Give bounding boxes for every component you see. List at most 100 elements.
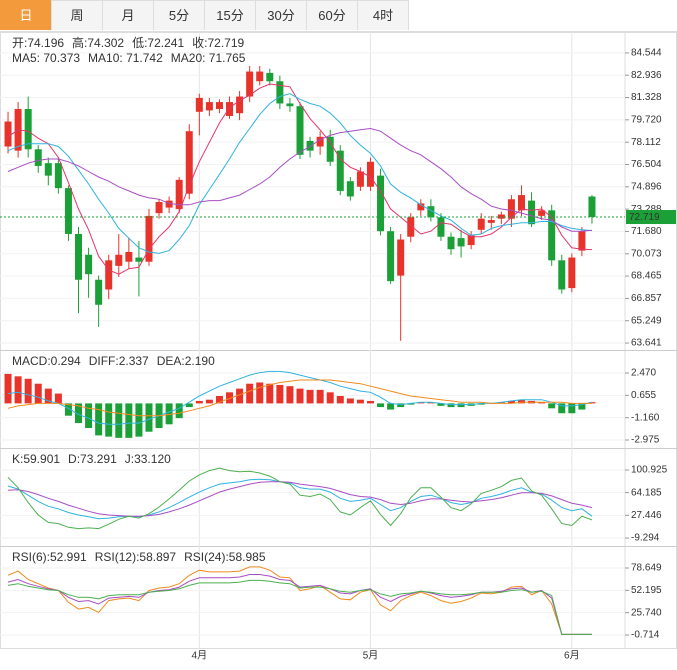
period-tabs: 日周月 5分 15分 30分 60分 4时 xyxy=(0,0,677,32)
indicator-line xyxy=(7,481,593,517)
y-tick-label: -9.294 xyxy=(631,533,660,544)
y-tick-label: 84.544 xyxy=(631,48,662,59)
macd-bar xyxy=(135,403,143,437)
period-tab[interactable]: 30分 xyxy=(255,0,307,30)
candle-body xyxy=(487,220,495,223)
legend-entry: 开:74.196 xyxy=(12,36,64,50)
legend-entry: DEA:2.190 xyxy=(157,354,215,368)
y-tick-label: 71.680 xyxy=(631,226,662,237)
legend-entry: RSI(12):58.897 xyxy=(95,550,177,564)
y-tick-label: 0.655 xyxy=(631,390,656,401)
legend-entry: RSI(6):52.991 xyxy=(12,550,87,564)
candle-body xyxy=(226,102,234,116)
macd-bar xyxy=(548,403,556,409)
period-tab[interactable]: 15分 xyxy=(204,0,256,30)
macd-bar xyxy=(588,402,596,404)
candle-body xyxy=(256,71,264,82)
y-tick-label: 81.328 xyxy=(631,92,662,103)
macd-bar xyxy=(24,378,32,404)
macd-bar xyxy=(578,403,586,410)
candle-body xyxy=(538,210,546,216)
candle-body xyxy=(155,202,163,214)
macd-bar xyxy=(296,388,304,404)
candle-body xyxy=(517,195,525,211)
y-tick-label: 27.446 xyxy=(631,510,662,521)
y-tick-label: 52.195 xyxy=(631,585,662,596)
period-tab[interactable]: 4时 xyxy=(357,0,409,30)
candle-body xyxy=(75,233,83,280)
macd-bar xyxy=(236,388,244,404)
legend-entry: RSI(24):58.985 xyxy=(184,550,266,564)
macd-bar xyxy=(326,392,334,404)
y-tick-label: -2.975 xyxy=(631,435,660,446)
y-tick-label: 2.470 xyxy=(631,368,656,379)
candle-body xyxy=(215,102,223,110)
y-tick-label: 74.896 xyxy=(631,181,662,192)
candle-body xyxy=(427,206,435,218)
macd-bar xyxy=(387,403,395,410)
y-tick-label: -0.714 xyxy=(631,630,660,641)
period-tab[interactable]: 周 xyxy=(51,0,103,30)
macd-bar xyxy=(427,402,435,404)
legend-entry: 高:74.302 xyxy=(72,35,124,50)
period-tab[interactable]: 月 xyxy=(102,0,154,30)
macd-bar xyxy=(165,403,173,425)
candle-body xyxy=(356,171,364,187)
macd-bar xyxy=(316,389,324,404)
macd-bar xyxy=(266,383,274,404)
candle-body xyxy=(276,81,284,104)
legend-entry: MACD:0.294 xyxy=(12,354,81,368)
candle-body xyxy=(417,203,425,211)
macd-bar xyxy=(226,392,234,404)
legend-entry: 收:72.719 xyxy=(192,36,244,50)
macd-bar xyxy=(54,393,62,404)
x-tick-label: 4月 xyxy=(192,650,208,662)
candle-body xyxy=(377,175,385,232)
y-tick-label: 65.249 xyxy=(631,315,662,326)
y-tick-label: 63.641 xyxy=(631,338,662,349)
candle-body xyxy=(437,217,445,237)
legend-entry: 低:72.241 xyxy=(132,36,184,50)
candle-body xyxy=(34,149,42,166)
candle-body xyxy=(558,260,566,290)
macd-bar xyxy=(125,403,133,438)
macd-bar xyxy=(447,403,455,408)
candle-body xyxy=(528,200,536,225)
candle-body xyxy=(588,196,596,218)
y-tick-label: -1.160 xyxy=(631,412,660,423)
macd-bar xyxy=(44,388,52,404)
legend-entry: K:59.901 xyxy=(12,452,60,466)
y-tick-label: 100.925 xyxy=(631,465,668,476)
candle-body xyxy=(507,199,515,219)
indicator-line xyxy=(7,83,593,275)
candle-body xyxy=(346,181,354,197)
y-tick-label: 68.465 xyxy=(631,271,662,282)
candle-body xyxy=(44,163,52,176)
candle-body xyxy=(175,179,183,209)
macd-bar xyxy=(558,403,566,414)
candle-body xyxy=(578,231,586,251)
period-tab[interactable]: 日 xyxy=(0,0,52,30)
y-tick-label: 70.073 xyxy=(631,248,662,259)
candle-body xyxy=(387,231,395,282)
period-tab[interactable]: 60分 xyxy=(306,0,358,30)
candle-body xyxy=(266,72,274,82)
macd-bar xyxy=(105,403,113,437)
indicator-line xyxy=(7,127,593,232)
candle-body xyxy=(447,236,455,250)
candle-body xyxy=(306,140,314,151)
macd-bar xyxy=(85,403,93,429)
period-tab[interactable]: 5分 xyxy=(153,0,205,30)
x-tick-label: 5月 xyxy=(363,650,379,662)
candle-body xyxy=(205,102,213,111)
legend-entry: MA10: 71.742 xyxy=(88,51,163,65)
macd-bar xyxy=(95,403,103,436)
macd-bar xyxy=(4,373,12,404)
macd-bar xyxy=(568,403,576,414)
indicator-line xyxy=(7,379,592,417)
macd-bar xyxy=(175,403,183,419)
candle-body xyxy=(105,260,113,290)
indicator-line xyxy=(7,566,592,635)
price-tag: 72.719 xyxy=(629,212,660,223)
candle-body xyxy=(568,257,576,289)
